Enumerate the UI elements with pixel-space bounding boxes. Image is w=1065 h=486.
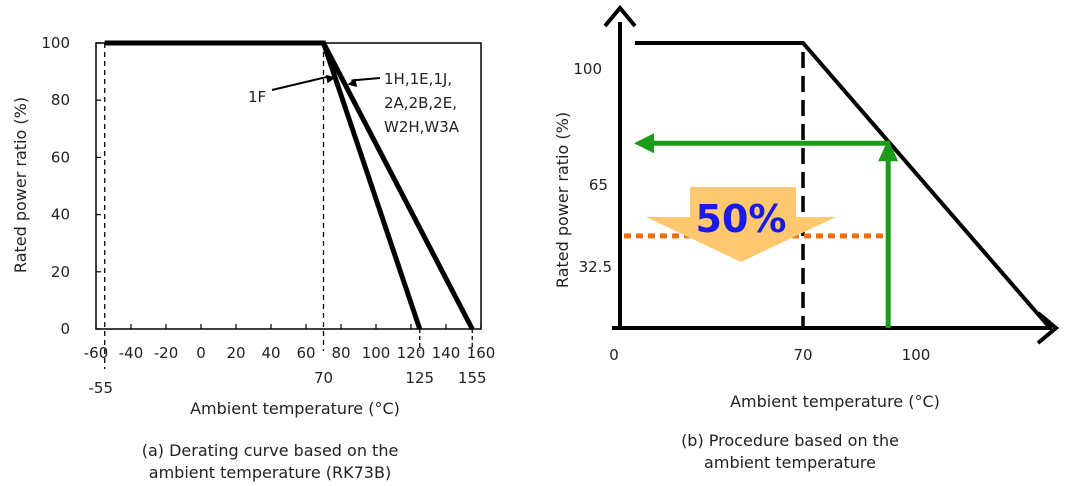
- origin-label: 0: [609, 346, 619, 364]
- x-tick-label: 40: [261, 344, 280, 362]
- y-tick-label: 40: [51, 206, 70, 224]
- y-tick-label: 80: [51, 91, 70, 109]
- x-tick-label: 20: [226, 344, 245, 362]
- derating-chart: 0 20 40 60 80 100 -60 -40 -20 0 20 40 60 80 100 120 140…: [11, 34, 495, 482]
- series-line-2: [104, 40, 475, 331]
- y-tick-label: 20: [51, 263, 70, 281]
- series-label-1f: 1F: [248, 88, 266, 106]
- x-axis-title: Ambient temperature (°C): [190, 399, 400, 418]
- y-axis-arrowhead: [603, 4, 637, 28]
- series-label-1h-group: 1H,1E,1J, 2A,2B,2E, W2H,W3A: [384, 70, 460, 136]
- x-tick-label: 120: [397, 344, 426, 362]
- y-axis-title: Rated power ratio (%): [11, 97, 30, 273]
- y-axis-title-b: Rated power ratio (%): [553, 112, 572, 288]
- power-left-arrowhead: [634, 133, 654, 154]
- y-tick-label: 0: [60, 320, 70, 338]
- series-label-1h-line: 2A,2B,2E,: [384, 94, 457, 112]
- x-tick-label: 80: [331, 344, 350, 362]
- x-axis-title-b: Ambient temperature (°C): [730, 392, 940, 411]
- x-tick-label: 160: [467, 344, 496, 362]
- series-label-1h-line: 1H,1E,1J,: [384, 70, 452, 88]
- series-label-1f-leader: [271, 75, 330, 91]
- y-label-65: 65: [589, 176, 608, 194]
- temperature-up-arrowhead: [878, 139, 899, 162]
- reference-tick-label: 155: [458, 369, 487, 387]
- x-tick-label: 100: [362, 344, 391, 362]
- x-tick-label: 0: [196, 344, 206, 362]
- caption-a-line1: (a) Derating curve based on the: [142, 441, 399, 460]
- x-tick-label: -20: [154, 344, 179, 362]
- x-label-70: 70: [793, 346, 812, 364]
- x-axis-arrowhead: [1036, 311, 1060, 345]
- y-label-100: 100: [573, 60, 602, 78]
- y-label-32-5: 32.5: [579, 258, 612, 276]
- derating-curve-b: [635, 41, 1052, 330]
- reduction-arrow: [646, 187, 836, 262]
- reference-tick-label: 70: [314, 369, 333, 387]
- y-tick-label: 100: [41, 34, 70, 52]
- x-label-100: 100: [902, 346, 931, 364]
- caption-b-line2: ambient temperature: [704, 453, 876, 472]
- y-tick-label: 60: [51, 148, 70, 166]
- procedure-chart: 50% 100 65 32.5 0 70 100 Ambient tempera…: [553, 4, 1060, 472]
- x-tick-label: -40: [119, 344, 144, 362]
- series-label-1h-arrowhead: [347, 78, 358, 87]
- series-label-1f-arrowhead: [325, 74, 336, 84]
- reduction-percent-text: 50%: [696, 197, 787, 241]
- x-tick-label: 60: [296, 344, 315, 362]
- reference-tick-label: 125: [405, 369, 434, 387]
- caption-b-line1: (b) Procedure based on the: [681, 431, 899, 450]
- x-tick-label: 140: [432, 344, 461, 362]
- series-label-1h-line: W2H,W3A: [384, 118, 460, 136]
- caption-a-line2: ambient temperature (RK73B): [149, 463, 391, 482]
- series-line-1: [104, 40, 423, 330]
- reference-tick-label: -55: [89, 379, 114, 397]
- x-tick-label: -60: [84, 344, 109, 362]
- series-label-1h-leader: [351, 77, 381, 82]
